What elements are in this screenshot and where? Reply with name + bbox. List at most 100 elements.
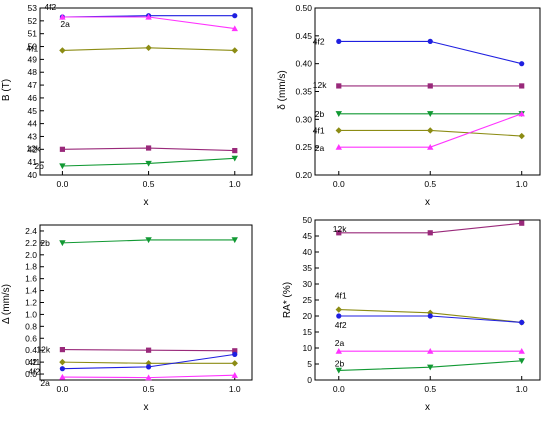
series-2a: 2a (59, 13, 238, 32)
data-point-12k (336, 83, 342, 89)
data-point-2b (518, 358, 525, 364)
data-point-4f1 (518, 132, 525, 140)
y-tick-label: 45 (303, 231, 313, 241)
data-point-4f1 (335, 306, 342, 313)
x-tick-label: 1.0 (516, 384, 528, 394)
series-2a: 2a (315, 110, 525, 153)
x-tick-label: 1.0 (516, 179, 528, 189)
data-point-4f2 (59, 366, 66, 372)
y-tick-label: 43 (28, 131, 38, 141)
data-point-2b (231, 237, 238, 244)
data-point-2b (335, 111, 342, 117)
data-point-2b (335, 367, 342, 374)
y-tick-label: 50 (303, 215, 313, 225)
y-axis-label: δ (mm/s) (277, 70, 288, 109)
data-point-4f2 (427, 38, 433, 45)
series-12k: 12k (313, 80, 525, 90)
y-tick-label: 0.25 (295, 142, 312, 152)
y-tick-label: 1.2 (25, 298, 37, 308)
series-4f2: 4f2 (335, 313, 525, 330)
series-2b: 2b (335, 358, 525, 374)
data-point-12k (336, 230, 342, 236)
data-point-2b (145, 237, 152, 244)
data-point-4f1 (59, 47, 66, 54)
series-label-2b: 2b (315, 109, 325, 119)
data-point-4f2 (232, 351, 238, 357)
y-tick-label: 1.4 (25, 286, 37, 296)
series-label-2b: 2b (335, 358, 345, 368)
chart-panel-1: 40 41 42 43 44 45 46 47 48 49 50 51 52 53 0.0 0.5 1.0 x B … (1, 2, 253, 208)
series-12k: 12k (333, 220, 525, 236)
data-point-12k (59, 346, 66, 353)
series-12k: 12k (26, 143, 238, 154)
x-tick-label: 0.5 (424, 179, 436, 189)
x-tick-label: 1.0 (229, 179, 241, 189)
x-tick-label: 0.0 (333, 384, 345, 394)
y-tick-label: 51 (28, 29, 38, 39)
data-point-2b (59, 163, 66, 170)
y-tick-label: 50 (28, 42, 38, 52)
series-label-4f2: 4f2 (44, 2, 56, 12)
y-tick-label: 0.40 (295, 59, 312, 69)
data-point-12k (145, 347, 152, 353)
y-tick-label: 30 (303, 279, 313, 289)
y-tick-label: 45 (28, 106, 38, 116)
y-tick-label: 0.35 (295, 87, 312, 97)
data-point-12k (232, 147, 238, 154)
y-tick-label: 5 (307, 359, 312, 369)
series-label-2b: 2b (34, 161, 44, 171)
series-4f2: 4f2 (28, 351, 238, 377)
chart-panel-3: 0.00.20.40.60.81.01.21.41.61.82.02.22.40… (1, 224, 253, 413)
y-tick-label: 52 (28, 16, 38, 26)
x-tick-label: 0.0 (56, 179, 68, 189)
y-tick-label: 1.0 (25, 309, 37, 319)
data-point-2a (427, 348, 434, 354)
data-point-2a (231, 25, 238, 32)
data-point-4f2 (519, 319, 525, 325)
series-label-12k: 12k (36, 345, 50, 355)
data-point-12k (519, 83, 525, 89)
y-tick-label: 2.4 (25, 226, 37, 236)
data-point-2a (335, 348, 342, 354)
data-point-2a (518, 348, 525, 354)
y-tick-label: 10 (303, 343, 313, 353)
y-tick-label: 42 (28, 144, 38, 154)
series-label-4f1: 4f1 (335, 291, 347, 301)
y-tick-label: 0.20 (295, 170, 312, 180)
data-point-4f2 (336, 313, 342, 319)
series-2a: 2a (335, 338, 525, 354)
data-point-2a (231, 372, 238, 378)
y-axis-label: B (T) (1, 79, 12, 101)
series-label-2a: 2a (60, 19, 70, 29)
chart-panel-2: 0.20 0.25 0.30 0.35 0.40 0.45 0.50 0.0 0.5 1.0 x δ … (277, 3, 541, 208)
y-tick-label: 0.45 (295, 31, 312, 41)
y-tick-label: 40 (303, 247, 313, 257)
data-point-4f2 (232, 13, 238, 19)
series-4f1: 4f1 (26, 43, 238, 54)
x-tick-label: 0.5 (143, 179, 155, 189)
y-tick-label: 20 (303, 311, 313, 321)
data-point-2a (335, 143, 342, 150)
data-point-4f1 (145, 44, 152, 52)
series-label-12k: 12k (313, 80, 327, 90)
y-tick-label: 40 (28, 170, 38, 180)
data-point-4f1 (427, 127, 434, 134)
series-label-2a: 2a (315, 143, 325, 153)
series-line-4f2 (338, 40, 522, 65)
plot-frame (314, 219, 541, 381)
series-2b: 2b (40, 237, 238, 248)
data-point-4f1 (231, 360, 238, 367)
y-axis-label: RA* (%) (282, 282, 293, 318)
data-point-4f2 (519, 61, 525, 67)
y-tick-label: 0.8 (25, 321, 37, 331)
y-tick-label: 25 (303, 295, 313, 305)
data-point-2a (59, 13, 66, 20)
y-tick-label: 49 (28, 54, 38, 64)
data-point-12k (232, 348, 238, 354)
x-tick-label: 0.0 (333, 179, 345, 189)
series-2b: 2b (315, 109, 525, 119)
data-point-4f1 (231, 47, 238, 54)
plot-frame (314, 7, 541, 176)
y-tick-label: 0.50 (295, 3, 312, 13)
